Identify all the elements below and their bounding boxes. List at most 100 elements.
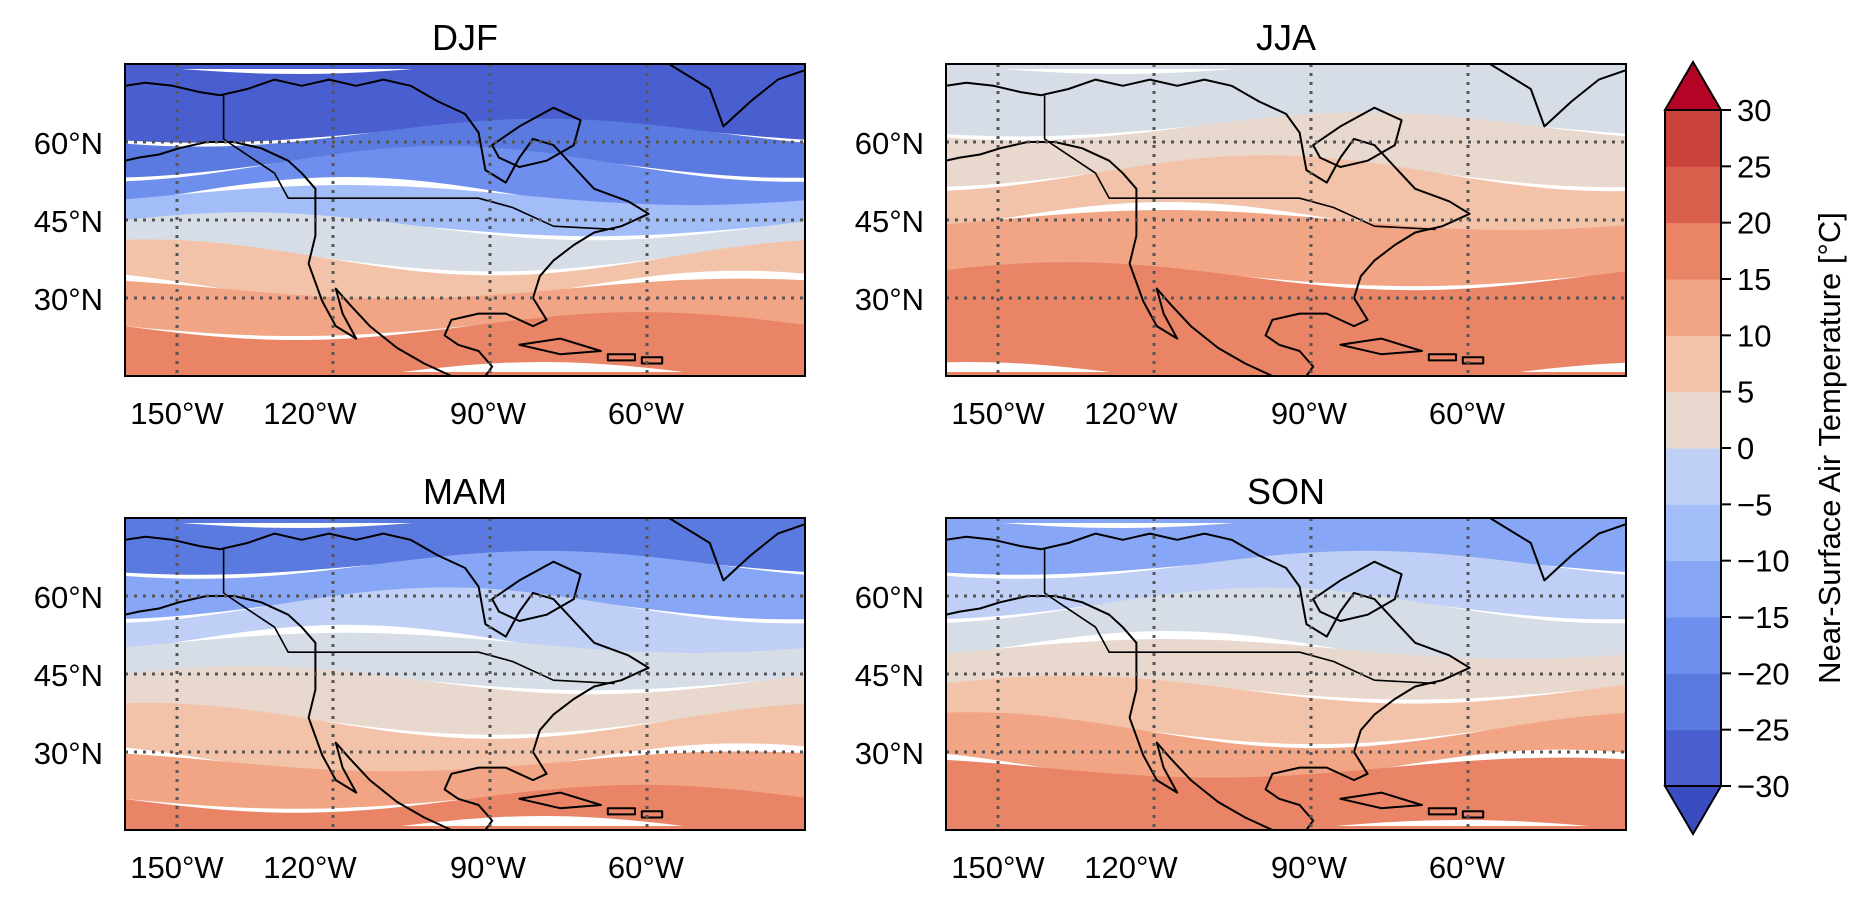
- lat-label: 45°N: [855, 204, 924, 239]
- colorbar-tick-label: −30: [1737, 769, 1790, 804]
- temperature-band: [946, 826, 1626, 830]
- colorbar-tick-label: 0: [1737, 431, 1754, 466]
- lon-label: 120°W: [263, 396, 357, 431]
- lat-label: 60°N: [855, 580, 924, 615]
- temperature-band: [125, 239, 805, 307]
- lon-label: 90°W: [1271, 396, 1348, 431]
- temperature-band: [125, 372, 805, 376]
- temperature-band: [125, 587, 805, 661]
- lon-label: 150°W: [130, 396, 224, 431]
- colorbar-bin: [1665, 222, 1721, 280]
- colorbar-tick-label: 15: [1737, 262, 1771, 297]
- colorbar-bin: [1665, 391, 1721, 449]
- colorbar-bin: [1665, 166, 1721, 224]
- colorbar: 30 25 20 15 10 5 0 −5 −10 −15 −20 −25 −30 Near-Surfac…: [1663, 60, 1847, 836]
- lat-label: 60°N: [855, 126, 924, 161]
- lon-label: 60°W: [608, 850, 685, 885]
- map-frame: [945, 63, 1627, 377]
- island: [1461, 356, 1485, 365]
- temperature-band: [946, 518, 1626, 575]
- temperature-band: [946, 372, 1626, 376]
- lon-label: 150°W: [951, 850, 1045, 885]
- lat-label: 30°N: [855, 282, 924, 317]
- island: [518, 337, 602, 356]
- colorbar-bin: [1665, 729, 1721, 787]
- colorbar-tick-label: 25: [1737, 149, 1771, 184]
- lon-label: 120°W: [263, 850, 357, 885]
- map-panel-son: SON 60°N 45°N 30°N 150°W 120°W 90°W 60°W: [855, 471, 1627, 885]
- temperature-field: [946, 64, 1626, 376]
- colorbar-label: Near-Surface Air Temperature [°C]: [1812, 212, 1847, 684]
- lat-label: 30°N: [34, 282, 103, 317]
- lon-label: 90°W: [450, 850, 527, 885]
- lon-label: 60°W: [608, 396, 685, 431]
- lat-label: 60°N: [34, 126, 103, 161]
- graticule: [125, 518, 805, 830]
- lat-label: 45°N: [855, 658, 924, 693]
- colorbar-bin: [1665, 504, 1721, 562]
- temperature-band: [125, 212, 805, 272]
- map-panel-jja: JJA 60°N 45°N 30°N 150°W 120°W 90°W 60°W: [855, 17, 1627, 431]
- colorbar-tick-label: 30: [1737, 93, 1771, 128]
- map-panel-djf: DJF 60°N 45°N 30°N 150°W 120°W 90°W 60°W: [34, 17, 806, 431]
- colorbar-tick-label: −10: [1737, 544, 1790, 579]
- temperature-field: [946, 518, 1626, 830]
- temperature-band: [946, 712, 1626, 786]
- lon-label: 150°W: [130, 850, 224, 885]
- temperature-field: [125, 518, 805, 830]
- colorbar-tick-label: −5: [1737, 487, 1772, 522]
- colorbar-tick-label: 20: [1737, 206, 1771, 241]
- temperature-band: [125, 278, 805, 336]
- colorbar-bin: [1665, 110, 1721, 167]
- island: [606, 353, 636, 362]
- temperature-band: [946, 155, 1626, 238]
- lat-label: 30°N: [855, 736, 924, 771]
- lon-label: 120°W: [1084, 396, 1178, 431]
- temperature-band: [125, 702, 805, 780]
- colorbar-bin: [1665, 335, 1721, 393]
- map-frame: [124, 63, 806, 377]
- temperature-band: [125, 826, 805, 830]
- colorbar-bin: [1665, 560, 1721, 618]
- island: [1339, 337, 1423, 356]
- temperature-band: [946, 112, 1626, 188]
- map-panel-mam: MAM 60°N 45°N 30°N 150°W 120°W 90°W 60°W: [34, 471, 806, 885]
- lon-label: 60°W: [1429, 396, 1506, 431]
- colorbar-bin: [1665, 673, 1721, 731]
- colorbar-tick-label: 5: [1737, 375, 1754, 410]
- island: [518, 791, 602, 810]
- graticule: [946, 518, 1626, 830]
- temperature-band: [125, 784, 805, 830]
- lat-label: 45°N: [34, 204, 103, 239]
- map-frame: [945, 517, 1627, 831]
- colorbar-bin: [1665, 617, 1721, 674]
- colorbar-bin: [1665, 279, 1721, 336]
- lat-label: 60°N: [34, 580, 103, 615]
- island: [640, 810, 664, 819]
- temperature-band: [946, 262, 1626, 376]
- panel-title: DJF: [432, 17, 498, 58]
- temperature-band: [125, 666, 805, 735]
- colorbar-tick-label: −20: [1737, 656, 1790, 691]
- colorbar-tick-label: −15: [1737, 600, 1790, 635]
- temperature-band: [125, 751, 805, 809]
- map-frame: [124, 517, 806, 831]
- temperature-band: [946, 675, 1626, 745]
- temperature-band: [125, 145, 805, 213]
- panel-title: MAM: [423, 471, 507, 512]
- island: [1427, 807, 1457, 816]
- lat-label: 30°N: [34, 736, 103, 771]
- temperature-band: [946, 587, 1626, 667]
- lon-label: 60°W: [1429, 850, 1506, 885]
- temperature-band: [946, 639, 1626, 700]
- colorbar-tick-label: 10: [1737, 318, 1771, 353]
- panel-title: SON: [1247, 471, 1325, 512]
- colorbar-bin: [1665, 448, 1721, 505]
- colorbar-extend-max: [1663, 60, 1723, 111]
- colorbar-tick-label: −25: [1737, 713, 1790, 748]
- temperature-band: [125, 632, 805, 691]
- island: [1461, 810, 1485, 819]
- graticule: [946, 64, 1626, 376]
- island: [1427, 353, 1457, 362]
